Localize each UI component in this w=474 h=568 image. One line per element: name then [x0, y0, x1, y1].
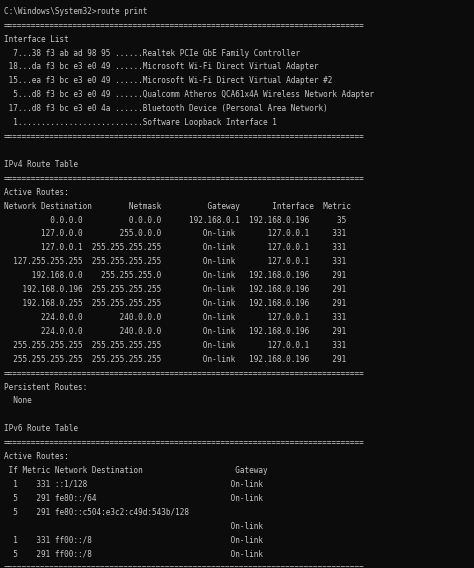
Text: If Metric Network Destination                    Gateway: If Metric Network Destination Gateway: [4, 466, 267, 475]
Text: 192.168.0.255  255.255.255.255         On-link   192.168.0.196     291: 192.168.0.255 255.255.255.255 On-link 19…: [4, 299, 346, 308]
Text: 127.0.0.1  255.255.255.255         On-link       127.0.0.1     331: 127.0.0.1 255.255.255.255 On-link 127.0.…: [4, 243, 346, 252]
Text: 5    291 fe80::/64                             On-link: 5 291 fe80::/64 On-link: [4, 494, 263, 503]
Text: ==============================================================================: ========================================…: [4, 20, 365, 30]
Text: 0.0.0.0          0.0.0.0      192.168.0.1  192.168.0.196      35: 0.0.0.0 0.0.0.0 192.168.0.1 192.168.0.19…: [4, 215, 346, 224]
Text: 17...d8 f3 bc e3 e0 4a ......Bluetooth Device (Personal Area Network): 17...d8 f3 bc e3 e0 4a ......Bluetooth D…: [4, 105, 328, 113]
Text: ==============================================================================: ========================================…: [4, 132, 365, 141]
Text: IPv4 Route Table: IPv4 Route Table: [4, 160, 78, 169]
Text: 1    331 ::1/128                               On-link: 1 331 ::1/128 On-link: [4, 480, 263, 489]
Text: 5    291 fe80::c504:e3c2:c49d:543b/128: 5 291 fe80::c504:e3c2:c49d:543b/128: [4, 508, 189, 517]
Text: Network Destination        Netmask          Gateway       Interface  Metric: Network Destination Netmask Gateway Inte…: [4, 202, 351, 211]
Text: ==============================================================================: ========================================…: [4, 438, 365, 447]
Text: 192.168.0.196  255.255.255.255         On-link   192.168.0.196     291: 192.168.0.196 255.255.255.255 On-link 19…: [4, 285, 346, 294]
Text: 255.255.255.255  255.255.255.255         On-link       127.0.0.1     331: 255.255.255.255 255.255.255.255 On-link …: [4, 341, 346, 350]
Text: 127.255.255.255  255.255.255.255         On-link       127.0.0.1     331: 127.255.255.255 255.255.255.255 On-link …: [4, 257, 346, 266]
Text: 5    291 ff00::/8                              On-link: 5 291 ff00::/8 On-link: [4, 550, 263, 558]
Text: 1...........................Software Loopback Interface 1: 1...........................Software Loo…: [4, 118, 277, 127]
Text: Interface List: Interface List: [4, 35, 69, 44]
Text: 5...d8 f3 bc e3 e0 49 ......Qualcomm Atheros QCA61x4A Wireless Network Adapter: 5...d8 f3 bc e3 e0 49 ......Qualcomm Ath…: [4, 90, 374, 99]
Text: 18...da f3 bc e3 e0 49 ......Microsoft Wi-Fi Direct Virtual Adapter: 18...da f3 bc e3 e0 49 ......Microsoft W…: [4, 62, 319, 72]
Text: ==============================================================================: ========================================…: [4, 174, 365, 183]
Text: ==============================================================================: ========================================…: [4, 369, 365, 378]
Text: On-link: On-link: [4, 522, 263, 531]
Text: 224.0.0.0        240.0.0.0         On-link   192.168.0.196     291: 224.0.0.0 240.0.0.0 On-link 192.168.0.19…: [4, 327, 346, 336]
Text: 255.255.255.255  255.255.255.255         On-link   192.168.0.196     291: 255.255.255.255 255.255.255.255 On-link …: [4, 354, 346, 364]
Text: 15...ea f3 bc e3 e0 49 ......Microsoft Wi-Fi Direct Virtual Adapter #2: 15...ea f3 bc e3 e0 49 ......Microsoft W…: [4, 76, 332, 85]
Text: 7...38 f3 ab ad 98 95 ......Realtek PCIe GbE Family Controller: 7...38 f3 ab ad 98 95 ......Realtek PCIe…: [4, 48, 300, 57]
Text: IPv6 Route Table: IPv6 Route Table: [4, 424, 78, 433]
Text: C:\Windows\System32>route print: C:\Windows\System32>route print: [4, 7, 147, 16]
Text: ==============================================================================: ========================================…: [4, 563, 365, 568]
Text: Persistent Routes:: Persistent Routes:: [4, 383, 87, 391]
Text: None: None: [4, 396, 32, 406]
Text: 224.0.0.0        240.0.0.0         On-link       127.0.0.1     331: 224.0.0.0 240.0.0.0 On-link 127.0.0.1 33…: [4, 313, 346, 322]
Text: 1    331 ff00::/8                              On-link: 1 331 ff00::/8 On-link: [4, 536, 263, 545]
Text: Active Routes:: Active Routes:: [4, 452, 69, 461]
Text: 127.0.0.0        255.0.0.0         On-link       127.0.0.1     331: 127.0.0.0 255.0.0.0 On-link 127.0.0.1 33…: [4, 229, 346, 239]
Text: Active Routes:: Active Routes:: [4, 187, 69, 197]
Text: 192.168.0.0    255.255.255.0         On-link   192.168.0.196     291: 192.168.0.0 255.255.255.0 On-link 192.16…: [4, 272, 346, 280]
